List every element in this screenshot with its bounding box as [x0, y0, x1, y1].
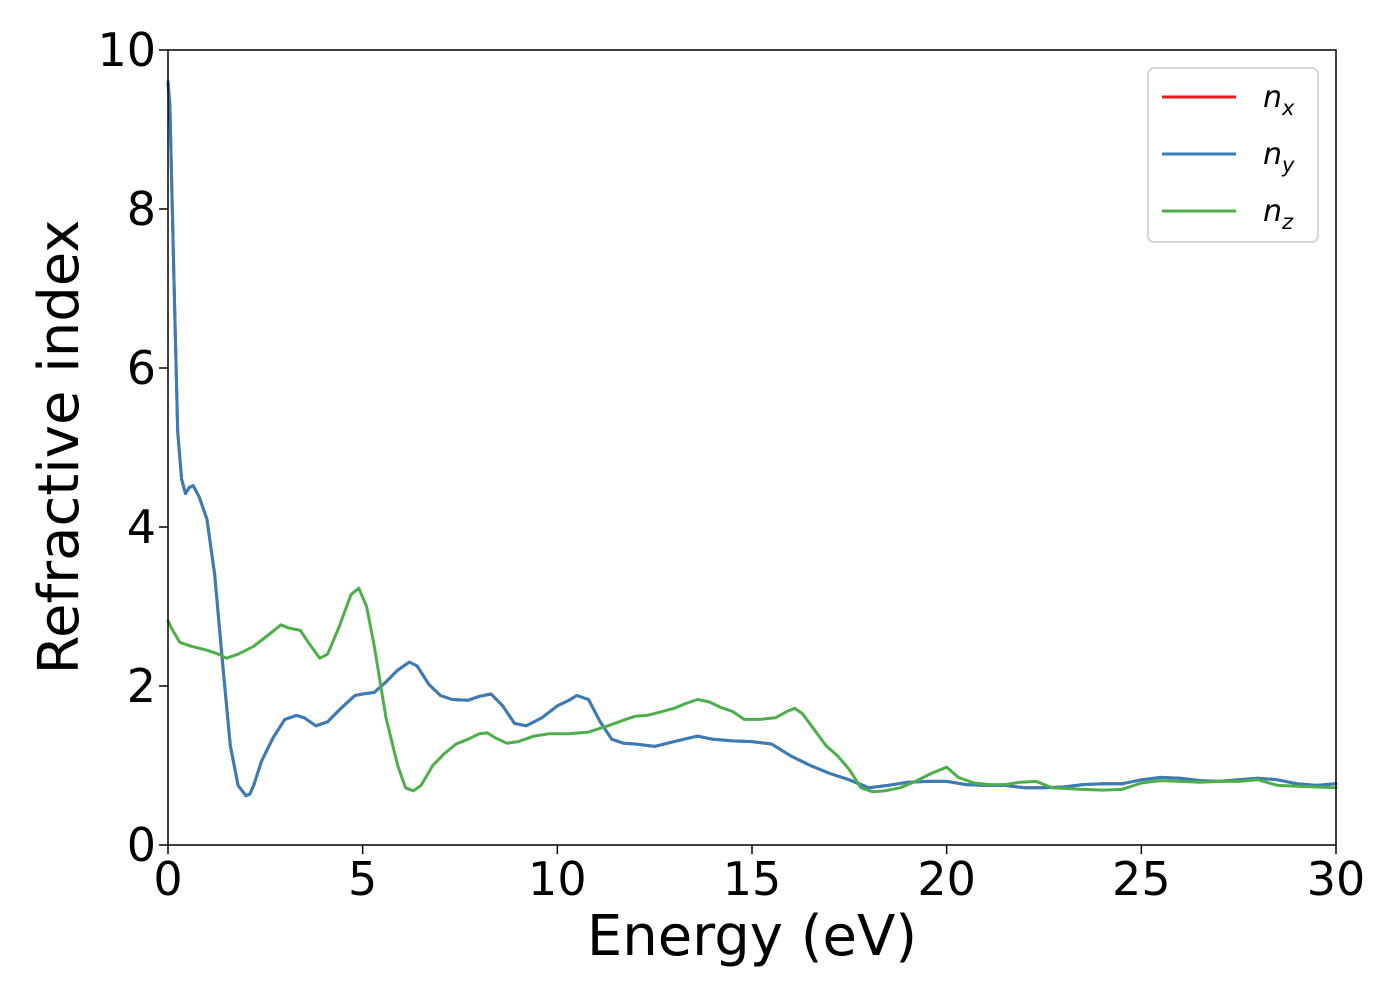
y-tick-label: 4: [127, 500, 156, 554]
legend-label-subscript: y: [1281, 153, 1295, 177]
x-tick-label: 5: [348, 852, 377, 906]
y-tick-label: 8: [127, 182, 156, 236]
y-axis-ticks: 0 2 4 6 8 10: [97, 23, 168, 872]
x-tick-label: 20: [917, 852, 976, 906]
y-tick-label: 2: [127, 659, 156, 713]
y-axis-label: Refractive index: [27, 220, 92, 675]
x-tick-label: 30: [1307, 852, 1366, 906]
series-layer: [166, 80, 1338, 798]
x-axis-ticks: 0 5 10 15 20 25 30: [153, 845, 1365, 906]
y-tick-label: 0: [127, 818, 156, 872]
x-axis-label: Energy (eV): [587, 904, 917, 969]
series-line-z: [166, 586, 1338, 794]
y-tick-label: 10: [97, 23, 156, 77]
legend-label-subscript: x: [1281, 96, 1295, 120]
y-tick-label: 6: [127, 341, 156, 395]
x-tick-label: 15: [723, 852, 782, 906]
x-tick-label: 0: [153, 852, 182, 906]
legend-label-subscript: z: [1281, 210, 1294, 234]
x-tick-label: 10: [528, 852, 587, 906]
x-tick-label: 25: [1112, 852, 1171, 906]
